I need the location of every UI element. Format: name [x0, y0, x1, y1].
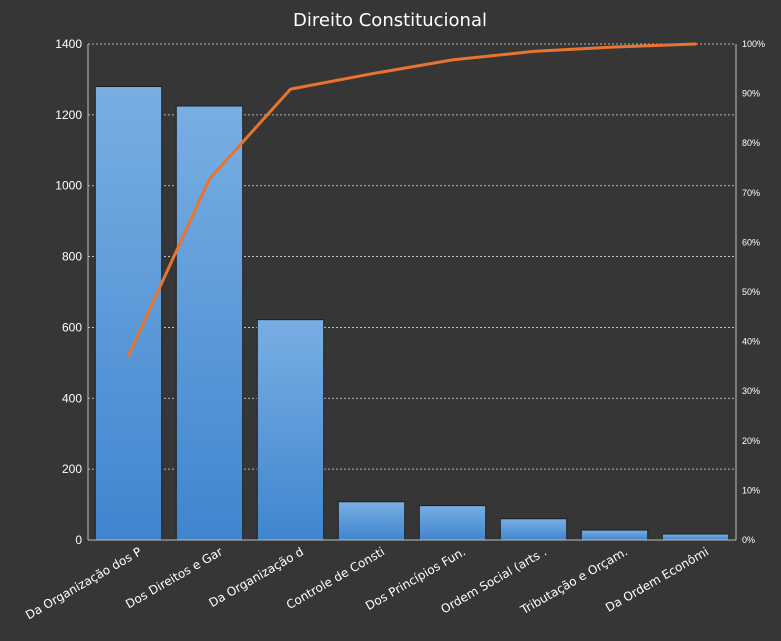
secondary-y-tick-label: 0%	[742, 535, 755, 545]
bar	[661, 533, 730, 541]
bar	[256, 319, 325, 541]
secondary-y-tick-label: 90%	[742, 89, 760, 99]
bar-series	[94, 86, 730, 541]
primary-y-tick-label: 800	[62, 250, 82, 264]
primary-y-tick-label: 200	[62, 462, 82, 476]
primary-y-tick-label: 1000	[55, 179, 82, 193]
primary-y-tick-label: 1400	[55, 37, 82, 51]
bar	[580, 529, 649, 541]
cumulative-line-series	[127, 42, 697, 357]
secondary-y-axis-ticks: 0% 10% 20% 30% 40% 50% 60% 70% 80% 90% 100%	[742, 39, 765, 545]
bar	[94, 86, 163, 541]
primary-y-tick-label: 1200	[55, 108, 82, 122]
secondary-y-tick-label: 50%	[742, 287, 760, 297]
bar	[337, 501, 406, 541]
bar	[175, 105, 244, 541]
cumulative-percentage-line	[127, 42, 697, 357]
bar	[499, 518, 568, 541]
secondary-y-tick-label: 30%	[742, 386, 760, 396]
primary-y-axis-ticks: 0 200 400 600 800 1000 1200 1400	[55, 37, 82, 547]
secondary-y-tick-label: 100%	[742, 39, 765, 49]
bar	[418, 505, 487, 541]
secondary-y-tick-label: 80%	[742, 138, 760, 148]
secondary-y-tick-label: 60%	[742, 237, 760, 247]
secondary-y-tick-label: 70%	[742, 188, 760, 198]
secondary-y-tick-label: 40%	[742, 337, 760, 347]
primary-y-tick-label: 0	[75, 533, 82, 547]
axes	[87, 44, 737, 541]
primary-y-tick-label: 400	[62, 391, 82, 405]
primary-y-tick-label: 600	[62, 320, 82, 334]
secondary-y-tick-label: 20%	[742, 436, 760, 446]
category-label: Da Organização dos P	[23, 544, 144, 622]
chart-title: Direito Constitucional	[293, 10, 487, 31]
secondary-y-tick-label: 10%	[742, 485, 760, 495]
